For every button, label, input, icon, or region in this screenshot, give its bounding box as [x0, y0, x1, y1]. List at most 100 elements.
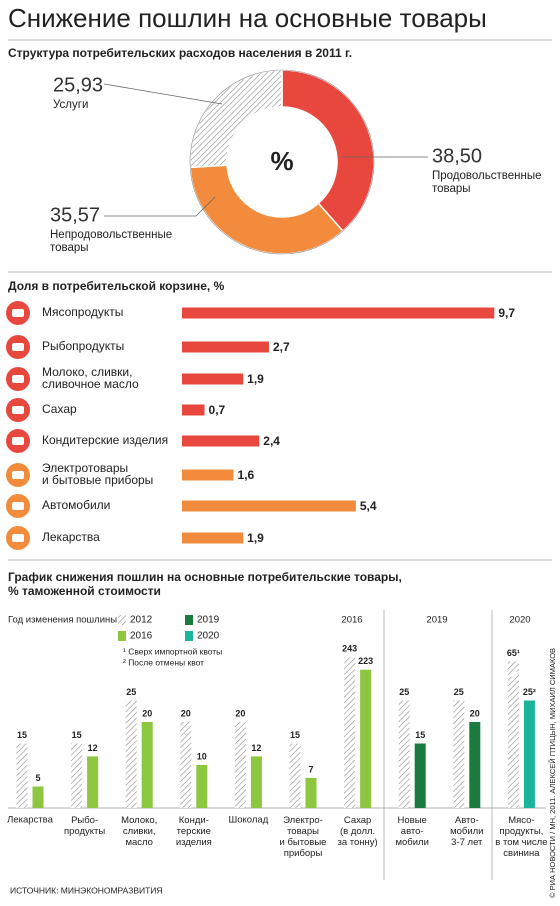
legend-swatch [185, 631, 193, 641]
category-icon-glyph [12, 309, 24, 317]
bar-value-label: 1,9 [247, 531, 264, 545]
bar [305, 777, 317, 808]
bar-category-label: Мясопродукты [42, 305, 123, 319]
category-icon-glyph [12, 471, 24, 479]
section-label: 2019 [426, 615, 447, 626]
legend-swatch [185, 615, 193, 625]
pie-outline [189, 69, 375, 255]
bar-value-label: 1,9 [247, 372, 264, 386]
note: ¹ Сверх импортной квоты [123, 646, 222, 656]
pie-title: Структура потребительских расходов насел… [8, 46, 352, 60]
pie-center-label: % [270, 146, 293, 176]
bar-value-label: 243 [342, 644, 357, 654]
category-icon-glyph [12, 343, 24, 351]
bar [469, 722, 481, 808]
bar [196, 765, 208, 808]
legend-label: 2016 [130, 631, 153, 642]
category-icon-glyph [12, 375, 24, 383]
x-tick-label: Новые авто-мобили [395, 815, 428, 848]
x-tick-label: Электро-товары и бытовые приборы [280, 815, 327, 859]
source: ИСТОЧНИК: МИНЭКОНОМРАЗВИТИЯ [10, 885, 163, 895]
x-tick-label: Шоколад [229, 815, 269, 826]
bar-category-label: Молоко, сливки, сливочное масло [42, 365, 139, 391]
note: ² После отмены квот [123, 657, 204, 667]
bar-value-label: 5 [35, 773, 40, 783]
bar-category-label: Кондитерские изделия [42, 433, 168, 447]
bar-value-label: 20 [181, 708, 191, 718]
bar-value-label: 2,7 [273, 340, 290, 354]
bar-category-label: Электротовары и бытовые приборы [42, 461, 153, 487]
bar-value-label: 7 [308, 764, 313, 774]
bar [507, 661, 519, 808]
axis-break [505, 670, 521, 679]
grouped-title: График снижения пошлин на основные потре… [8, 570, 402, 598]
x-tick-label: Рыбо-продукты [64, 815, 105, 837]
pie-value-label: 38,50 [432, 145, 482, 167]
bar [180, 722, 192, 808]
leader-line [104, 196, 216, 217]
bar-value-label: 15 [290, 730, 300, 740]
bar [234, 722, 246, 808]
bar-value-label: 20 [142, 708, 152, 718]
bar-value-label: 12 [88, 743, 98, 753]
bar [523, 700, 535, 808]
category-icon-glyph [12, 437, 24, 445]
bar [414, 743, 426, 808]
pie-category-label: Услуги [53, 99, 88, 111]
bar [398, 700, 410, 808]
bar [182, 500, 356, 512]
bar [71, 743, 83, 808]
bar-value-label: 20 [235, 708, 245, 718]
bar [344, 657, 356, 808]
bar-value-label: 0,7 [209, 403, 226, 417]
bar [250, 756, 262, 808]
x-tick-label: Мясо-продукты, в том числе свинина [495, 815, 547, 859]
bar [141, 722, 153, 808]
pie-slice [189, 164, 344, 255]
category-icon-glyph [12, 406, 24, 414]
page-title: Снижение пошлин на основные товары [8, 3, 487, 33]
bar-value-label: 15 [72, 730, 82, 740]
bar-value-label: 15 [17, 730, 27, 740]
pie-value-label: 35,57 [50, 204, 100, 226]
pie-category-label: Непродовольственные товары [50, 229, 172, 254]
bar-value-label: 25 [454, 687, 464, 697]
x-tick-label: Конди-терские изделия [176, 815, 212, 848]
bar-category-label: Автомобили [42, 498, 110, 512]
bar-value-label: 20 [470, 708, 480, 718]
bar [182, 307, 495, 319]
bar [182, 404, 205, 416]
credit: © РИА НОВОСТИ / МН, 2011. АЛЕКСЕЙ ПТИЦЫН… [548, 648, 557, 898]
bar [32, 786, 44, 808]
bar-value-label: 65¹ [507, 648, 520, 658]
bar [289, 743, 301, 808]
bar-value-label: 223 [358, 656, 373, 666]
bar-value-label: 1,6 [238, 468, 255, 482]
bar [453, 700, 465, 808]
bar [182, 373, 244, 385]
bar-value-label: 15 [415, 730, 425, 740]
bar-value-label: 25 [126, 687, 136, 697]
bar-category-label: Лекарства [42, 530, 100, 544]
pie-slice [281, 69, 375, 233]
bar-value-label: 2,4 [263, 434, 280, 448]
pie-slice [189, 69, 283, 169]
x-tick-label: Лекарства [7, 815, 53, 826]
bar [182, 435, 260, 447]
bar [87, 756, 99, 808]
x-tick-label: Сахар (в долл. за тонну) [337, 815, 377, 848]
pie-category-label: Продовольственные товары [432, 170, 542, 195]
legend-title: Год изменения пошлины [8, 615, 117, 626]
category-icon-glyph [12, 534, 24, 542]
bar-value-label: 25² [523, 687, 536, 697]
bar-value-label: 12 [251, 743, 261, 753]
bar-value-label: 10 [197, 751, 207, 761]
legend-swatch [118, 631, 126, 641]
pie-value-label: 25,93 [53, 74, 103, 96]
section-label: 2016 [341, 615, 362, 626]
bar [360, 669, 372, 808]
bar [125, 700, 137, 808]
x-tick-label: Авто-мобили 3-7 лет [450, 815, 483, 848]
section-label: 2020 [509, 615, 530, 626]
